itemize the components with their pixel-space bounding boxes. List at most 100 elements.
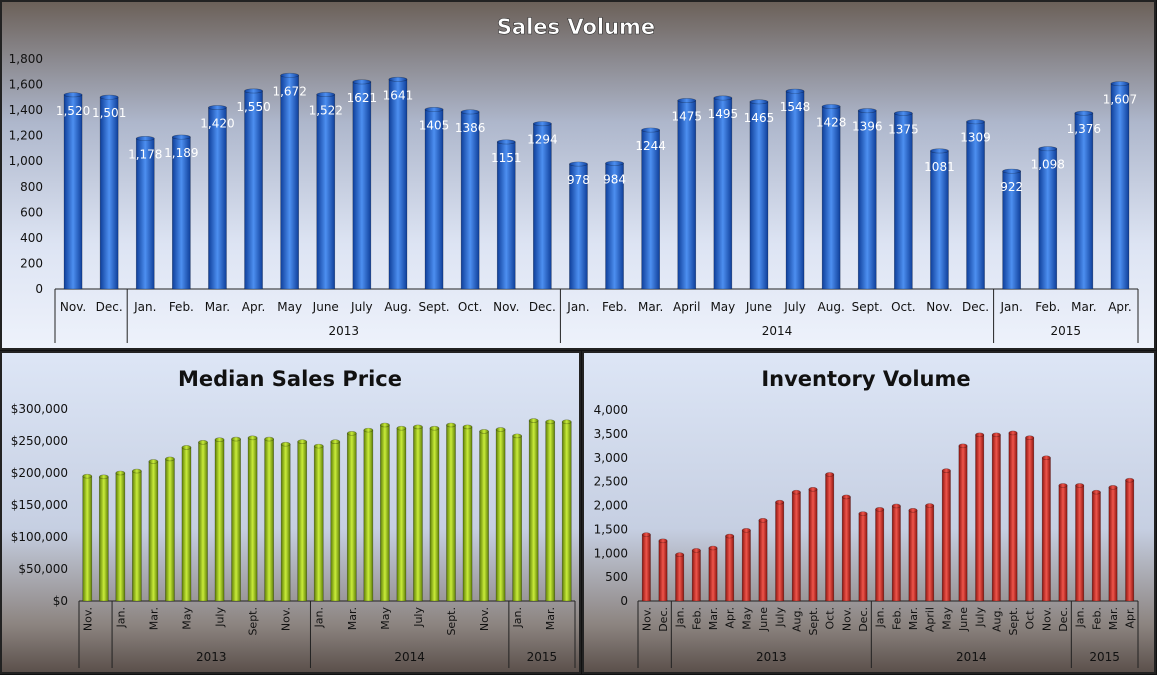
bar-cap — [346, 431, 357, 436]
data-label: 1,520 — [56, 104, 90, 118]
bar — [424, 109, 444, 290]
bar-cap — [1025, 435, 1035, 440]
y-tick-label: 0 — [35, 282, 43, 296]
bar — [247, 437, 258, 602]
bar — [545, 421, 556, 602]
bar — [1075, 485, 1085, 602]
y-tick-label: 600 — [20, 205, 43, 219]
bar — [641, 129, 660, 290]
x-tick-label: April — [924, 607, 937, 632]
bar-cap — [708, 545, 718, 551]
x-tick-label: Feb. — [602, 300, 627, 314]
bar-cap — [363, 427, 374, 433]
data-label: 1,550 — [236, 100, 270, 114]
bar-cap — [172, 134, 191, 140]
bar — [966, 121, 985, 290]
y-tick-label: $0 — [53, 594, 68, 608]
x-tick-label: Feb. — [1090, 607, 1103, 630]
data-label: 1375 — [888, 122, 919, 136]
y-tick-label: 3,000 — [594, 451, 628, 465]
x-tick-label: Aug. — [384, 300, 411, 314]
bar — [1074, 112, 1094, 290]
x-tick-label: July — [350, 300, 373, 314]
bar-cap — [396, 425, 407, 431]
data-label: 1621 — [347, 91, 378, 105]
bar — [858, 513, 868, 602]
data-label: 1386 — [455, 121, 486, 135]
y-tick-label: $250,000 — [11, 434, 68, 448]
group-label: 2013 — [196, 650, 227, 664]
bar — [388, 79, 408, 290]
bar — [280, 75, 299, 290]
x-tick-label: Jan. — [1074, 607, 1087, 628]
bar-cap — [930, 148, 949, 154]
data-label: 1,376 — [1067, 122, 1101, 136]
bar-cap — [264, 436, 274, 442]
x-tick-label: May — [180, 607, 193, 630]
bar-cap — [495, 427, 506, 432]
x-tick-label: Oct. — [891, 300, 916, 314]
bar-cap — [1091, 489, 1101, 495]
x-tick-label: July — [783, 300, 806, 314]
x-tick-label: Mar. — [346, 607, 359, 630]
data-label: 1,420 — [200, 117, 234, 131]
y-tick-label: 1,600 — [9, 78, 43, 92]
bar-cap — [165, 456, 175, 462]
group-label: 2014 — [762, 324, 793, 338]
bar — [244, 90, 263, 290]
x-tick-label: Dec. — [857, 607, 870, 632]
data-label: 1151 — [491, 151, 522, 165]
bar-cap — [388, 76, 408, 82]
bar-cap — [741, 528, 751, 533]
bar — [297, 441, 308, 602]
x-tick-label: Nov. — [640, 607, 653, 631]
bar — [713, 97, 733, 290]
bar-cap — [1002, 168, 1021, 174]
bar — [1110, 83, 1130, 290]
bar — [857, 110, 877, 290]
data-label: 1081 — [924, 160, 955, 174]
x-tick-label: Mar. — [907, 607, 920, 630]
bar — [214, 439, 225, 602]
x-tick-label: Feb. — [890, 607, 903, 630]
bar — [821, 106, 841, 290]
bar-cap — [316, 92, 336, 97]
chart-title: Median Sales Price — [178, 367, 402, 391]
bar — [1041, 457, 1051, 602]
bar-cap — [1074, 110, 1094, 116]
bar-cap — [496, 139, 516, 145]
data-label: 1,607 — [1103, 93, 1137, 107]
bar-cap — [247, 435, 258, 441]
data-label: 1309 — [960, 131, 991, 145]
x-tick-label: July — [412, 607, 425, 628]
x-tick-label: Mar. — [707, 607, 720, 630]
bar — [891, 505, 901, 602]
x-tick-label: Jan. — [511, 607, 524, 628]
bar-cap — [135, 136, 155, 141]
bar-cap — [462, 424, 473, 430]
bar-cap — [479, 429, 489, 434]
bar-cap — [858, 511, 868, 516]
bar — [1008, 432, 1018, 602]
x-tick-label: Oct. — [1024, 607, 1037, 630]
bar-cap — [1110, 81, 1130, 87]
bar — [115, 472, 126, 602]
bar — [908, 509, 918, 602]
bar-cap — [605, 160, 624, 166]
data-label: 922 — [1000, 180, 1023, 194]
data-label: 1495 — [708, 107, 739, 121]
bar — [330, 441, 341, 602]
bar — [758, 520, 768, 602]
bar-cap — [841, 494, 851, 500]
x-tick-label: June — [757, 607, 770, 632]
bar — [528, 420, 539, 602]
x-tick-label: Dec. — [657, 607, 670, 632]
bar-cap — [115, 470, 126, 476]
bar-cap — [208, 105, 227, 111]
bar — [446, 424, 456, 602]
bar-cap — [231, 436, 241, 442]
bar — [741, 530, 751, 602]
x-tick-label: Apr. — [242, 300, 265, 314]
x-tick-label: Feb. — [1035, 300, 1060, 314]
